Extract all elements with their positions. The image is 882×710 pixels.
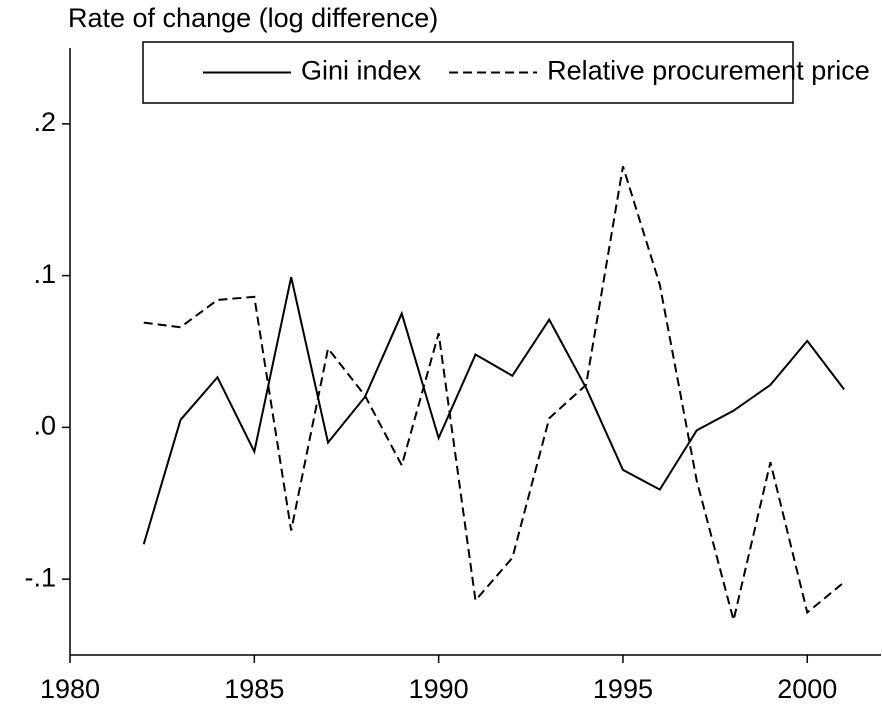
- x-tick-label: 1985: [224, 674, 284, 704]
- x-tick-label: 1990: [409, 674, 469, 704]
- y-tick-label: .0: [33, 411, 56, 441]
- series-line: [142, 276, 845, 545]
- x-tick-label: 2000: [777, 674, 837, 704]
- legend-label: Gini index: [301, 56, 422, 86]
- y-tick-label: .2: [33, 107, 56, 137]
- x-tick-label: 1995: [593, 674, 653, 704]
- x-tick-label: 1980: [40, 674, 100, 704]
- chart-title: Rate of change (log difference): [68, 3, 438, 33]
- series-line: [143, 166, 845, 621]
- legend-label: Relative procurement price: [547, 56, 870, 86]
- y-tick-label: .1: [33, 259, 56, 289]
- y-tick-label: -.1: [24, 562, 56, 592]
